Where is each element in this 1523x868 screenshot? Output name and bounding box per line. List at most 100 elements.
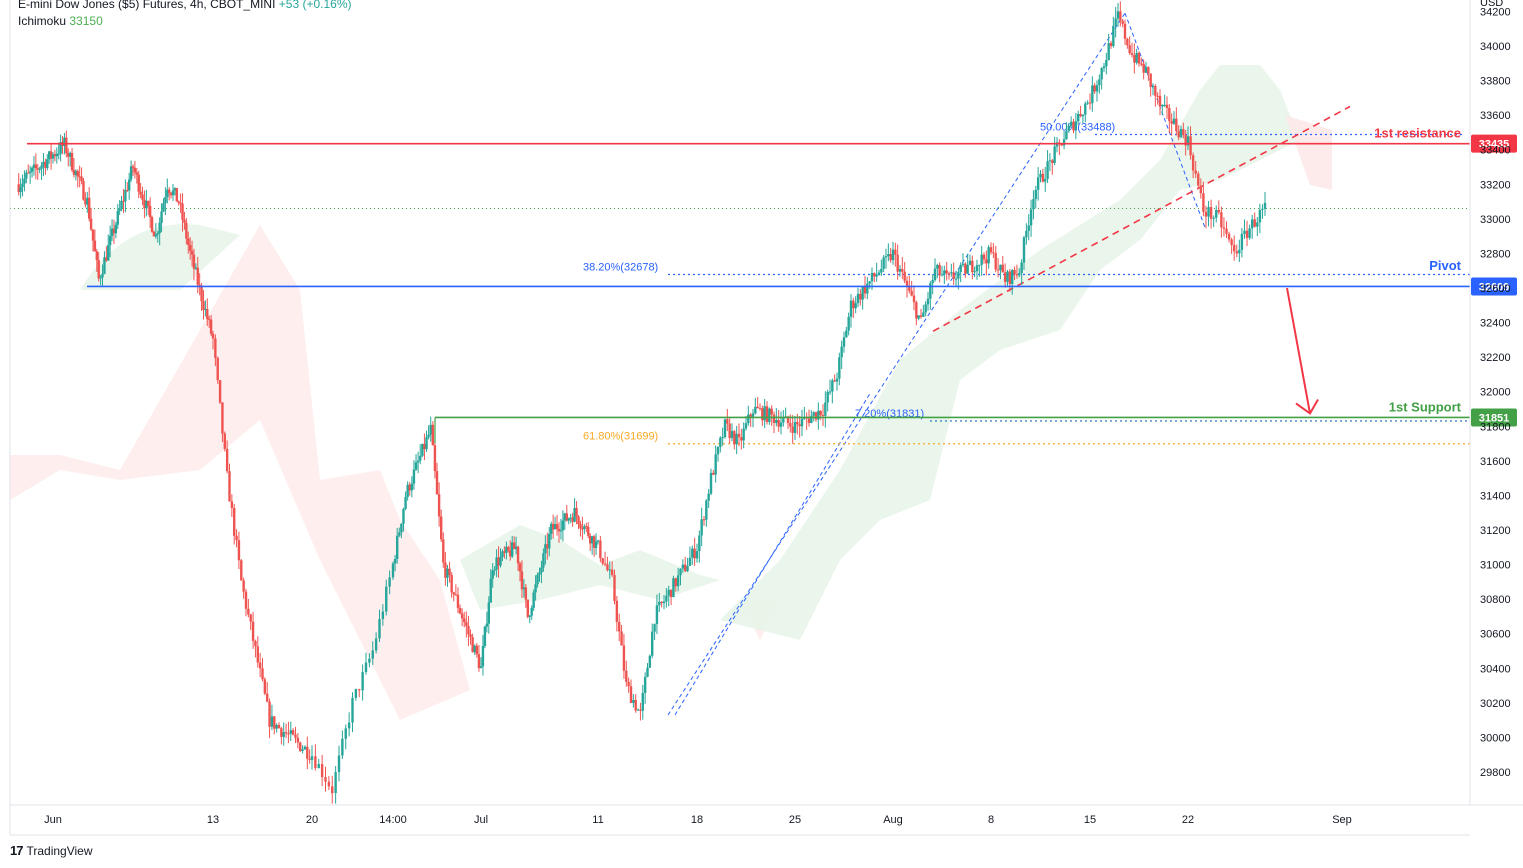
candle-body [47, 151, 51, 160]
candle-body [196, 267, 199, 285]
candle-body [435, 471, 439, 495]
candle-body [1008, 271, 1012, 284]
candle-body [924, 304, 927, 313]
candle-body [429, 424, 432, 435]
indicator-header[interactable]: Ichimoku 33150 [18, 14, 103, 28]
candle-body [34, 164, 38, 169]
candle-body [950, 272, 953, 274]
resistance-price-tag[interactable]: 33435 [1479, 139, 1510, 151]
candle-body [819, 410, 822, 416]
footer[interactable]: 17 TradingView [10, 843, 93, 858]
y-tick-label: 30000 [1480, 732, 1511, 744]
support-price-tag-bg[interactable] [1471, 408, 1517, 427]
candle-body [875, 274, 878, 277]
candle-body [221, 402, 224, 434]
resistance-label: 1st resistance [1374, 126, 1461, 141]
candle-body [1034, 189, 1037, 200]
candle-body [1048, 160, 1052, 162]
candle-body [807, 418, 811, 423]
pivot-price-tag[interactable]: 32609 [1479, 281, 1510, 293]
candle-body [1044, 178, 1047, 182]
candle-body [961, 263, 965, 266]
pivot-price-tag-bg[interactable] [1471, 277, 1517, 296]
candle-body [341, 738, 344, 756]
candle-body [936, 264, 939, 269]
candle-body [1128, 45, 1131, 54]
candle-body [1179, 129, 1183, 138]
candle-body [789, 423, 792, 427]
candle-body [929, 283, 932, 299]
candle-body [1029, 209, 1033, 226]
candle-body [63, 137, 66, 146]
candle-body [410, 483, 414, 491]
candle-body [1062, 139, 1066, 146]
candle-body [1212, 217, 1215, 219]
candle-body [398, 532, 401, 536]
candle-body [306, 746, 309, 759]
candle-body [565, 513, 568, 521]
candle-body [1156, 95, 1159, 97]
candle-body [563, 513, 567, 521]
y-tick-label: 34200 [1480, 6, 1511, 18]
candle-body [845, 330, 848, 338]
candle-body [1207, 207, 1210, 217]
candle-body [499, 556, 502, 566]
candle-body [641, 692, 644, 711]
candle-body [618, 621, 621, 632]
candle-body [1189, 136, 1192, 156]
candle-body [324, 777, 327, 782]
candle-body [658, 601, 661, 606]
candle-body [275, 724, 278, 729]
support-price-tag[interactable]: 31851 [1479, 412, 1510, 424]
candle-body [919, 315, 923, 317]
candle-body [347, 722, 351, 729]
y-tick-label: 33200 [1480, 179, 1511, 191]
brand-name[interactable]: TradingView [26, 843, 93, 858]
candle-body [467, 626, 470, 635]
candle-body [1182, 129, 1185, 135]
y-tick-label: 30200 [1480, 698, 1511, 710]
candle-body [1256, 222, 1259, 227]
tradingview-logo-icon[interactable]: 17 [10, 843, 24, 858]
cloud-green-jun [80, 224, 240, 290]
candle-body [814, 412, 818, 420]
candle-body [796, 422, 799, 425]
candle-body [439, 516, 443, 540]
candle-body [772, 414, 776, 423]
candle-body [952, 272, 955, 279]
trendline-dashed [932, 105, 1351, 332]
candle-body [901, 269, 904, 272]
candle-body [793, 422, 797, 433]
candle-body [44, 161, 47, 168]
horizontal-levels[interactable]: 1st resistance Pivot 1st Support 33435 32609… [27, 126, 1517, 444]
indicator-name[interactable]: Ichimoku [18, 14, 67, 28]
candle-body [676, 575, 680, 587]
candle-body [1250, 219, 1254, 229]
resistance-price-tag-bg[interactable] [1471, 134, 1517, 153]
candle-body [209, 319, 213, 334]
candle-body [489, 578, 492, 603]
candle-body [587, 526, 590, 536]
support-label: 1st Support [1389, 399, 1462, 414]
candle-body [1215, 209, 1218, 218]
candle-body [681, 564, 685, 569]
y-tick-label: 33800 [1480, 76, 1511, 88]
candle-body [1248, 228, 1251, 238]
candle-body [903, 271, 906, 281]
candle-body [129, 166, 133, 180]
candle-body [1084, 103, 1087, 115]
candle-body [68, 152, 72, 157]
candle-body [67, 153, 70, 157]
candle-body [431, 424, 435, 446]
candle-body [95, 251, 99, 261]
candle-body [926, 298, 930, 305]
candle-body [828, 391, 832, 393]
cloud-green-aug [720, 65, 1300, 640]
candle-body [1149, 73, 1152, 87]
candle-body [404, 496, 407, 509]
candle-body [660, 601, 663, 604]
candle-body [38, 168, 41, 170]
candle-body [334, 772, 337, 794]
candle-body [1165, 104, 1169, 108]
